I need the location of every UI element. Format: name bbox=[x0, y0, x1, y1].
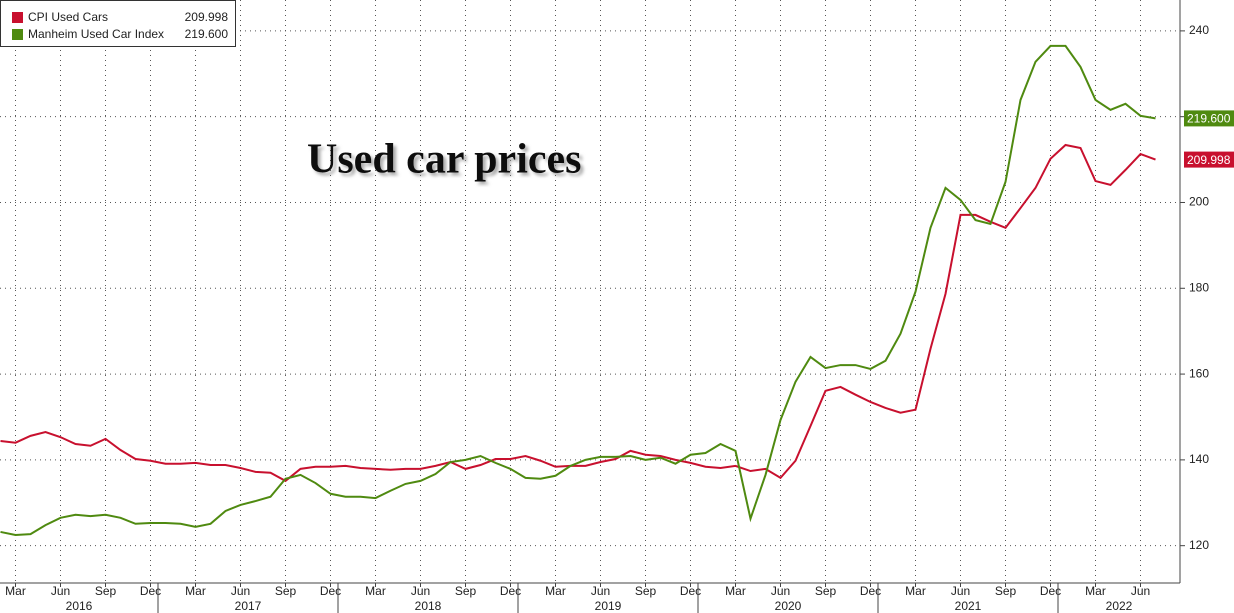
y-tick-label: 120 bbox=[1189, 538, 1209, 552]
x-tick-label: Dec bbox=[860, 584, 881, 598]
legend-label: Manheim Used Car Index bbox=[28, 27, 164, 41]
y-tick-label: 180 bbox=[1189, 280, 1209, 294]
grid bbox=[0, 0, 1180, 583]
x-tick-label: Dec bbox=[320, 584, 341, 598]
x-tick-label: Mar bbox=[5, 584, 26, 598]
y-tick-label: 200 bbox=[1189, 195, 1209, 209]
line-series bbox=[0, 143, 1156, 483]
year-label: 2019 bbox=[595, 599, 622, 613]
last-value-tag bbox=[1184, 151, 1234, 168]
x-tick-label: Mar bbox=[545, 584, 566, 598]
legend-swatch bbox=[12, 12, 23, 23]
line-series bbox=[0, 44, 1156, 536]
x-tick-label: Jun bbox=[591, 584, 610, 598]
x-tick-label: Jun bbox=[231, 584, 250, 598]
year-label: 2016 bbox=[66, 599, 93, 613]
x-tick-label: Mar bbox=[365, 584, 386, 598]
y-tick-label: 140 bbox=[1189, 452, 1209, 466]
x-tick-label: Dec bbox=[500, 584, 521, 598]
year-label: 2017 bbox=[235, 599, 262, 613]
x-tick-label: Jun bbox=[1131, 584, 1150, 598]
last-value-label: 209.998 bbox=[1187, 153, 1231, 167]
x-tick-label: Jun bbox=[51, 584, 70, 598]
x-tick-label: Sep bbox=[455, 584, 477, 598]
x-tick-label: Sep bbox=[275, 584, 297, 598]
legend-label: CPI Used Cars bbox=[28, 10, 108, 24]
last-value-label: 219.600 bbox=[1187, 112, 1231, 126]
x-tick-label: Mar bbox=[725, 584, 746, 598]
y-tick-label: 240 bbox=[1189, 23, 1209, 37]
chart-title: Used car prices bbox=[307, 137, 582, 183]
x-tick-label: Jun bbox=[771, 584, 790, 598]
last-value-tag bbox=[1184, 110, 1234, 127]
y-tick-label: 160 bbox=[1189, 366, 1209, 380]
x-tick-label: Dec bbox=[1040, 584, 1061, 598]
x-tick-label: Sep bbox=[635, 584, 657, 598]
x-tick-label: Mar bbox=[905, 584, 926, 598]
x-tick-label: Sep bbox=[815, 584, 837, 598]
x-tick-label: Sep bbox=[95, 584, 117, 598]
x-tick-label: Dec bbox=[140, 584, 161, 598]
year-label: 2020 bbox=[775, 599, 802, 613]
legend-value: 219.600 bbox=[185, 27, 229, 41]
legend-value: 209.998 bbox=[185, 10, 229, 24]
year-label: 2018 bbox=[415, 599, 442, 613]
year-label: 2022 bbox=[1106, 599, 1133, 613]
x-tick-label: Mar bbox=[185, 584, 206, 598]
x-tick-label: Sep bbox=[995, 584, 1017, 598]
legend-box bbox=[0, 0, 236, 47]
year-label: 2021 bbox=[955, 599, 982, 613]
x-tick-label: Jun bbox=[951, 584, 970, 598]
x-tick-label: Mar bbox=[1085, 584, 1106, 598]
x-tick-label: Jun bbox=[411, 584, 430, 598]
x-tick-label: Dec bbox=[680, 584, 701, 598]
legend-swatch bbox=[12, 29, 23, 40]
